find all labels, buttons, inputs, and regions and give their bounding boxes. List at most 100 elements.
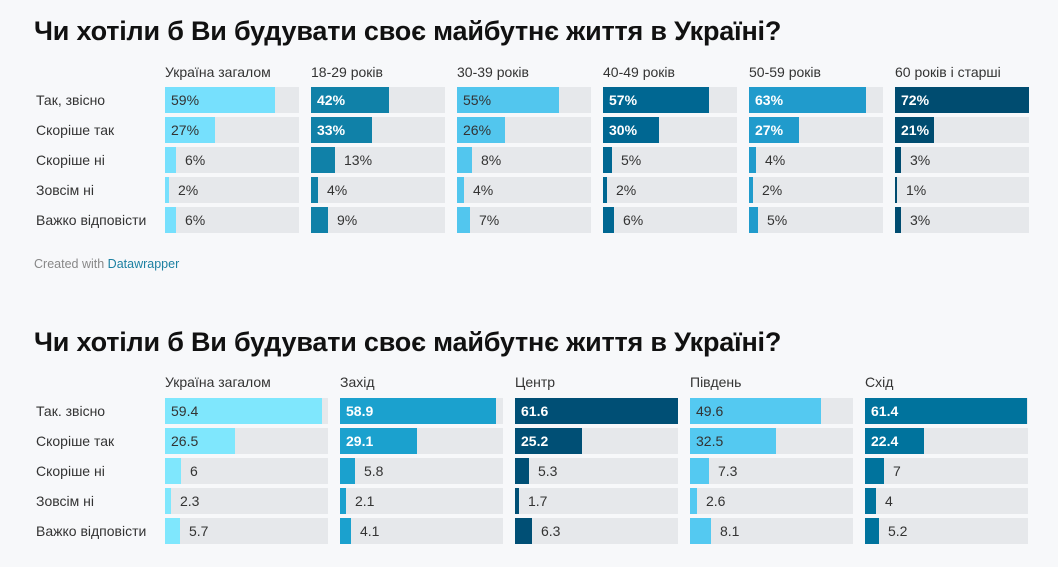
bar-track: 3% [895, 147, 1029, 173]
value-label: 6% [623, 212, 644, 228]
bar [165, 177, 169, 203]
bar-track: 30% [603, 117, 737, 143]
bar-track: 6% [603, 207, 737, 233]
value-label: 49.6 [696, 403, 724, 419]
series-header: 30-39 років [457, 64, 529, 80]
bar [603, 207, 614, 233]
bar-track: 1.7 [515, 488, 678, 514]
row-label: Скоріше так [36, 433, 115, 449]
bar [165, 87, 275, 113]
bar [340, 488, 346, 514]
bar-track: 72% [895, 87, 1029, 113]
value-label: 6 [190, 463, 198, 479]
value-label: 26.5 [171, 433, 199, 449]
value-label: 7.3 [718, 463, 738, 479]
value-label: 27% [755, 122, 784, 138]
bar-track: 61.6 [515, 398, 678, 424]
bar [749, 207, 758, 233]
bar-track: 61.4 [865, 398, 1028, 424]
bar [165, 207, 176, 233]
bar-track: 7.3 [690, 458, 853, 484]
credit-line: Created with Datawrapper [34, 257, 179, 271]
bar-track: 21% [895, 117, 1029, 143]
value-label: 2% [762, 182, 783, 198]
bar [311, 117, 372, 143]
row-label: Зовсім ні [36, 182, 94, 198]
bar [515, 518, 532, 544]
bar [603, 87, 709, 113]
value-label: 13% [344, 152, 373, 168]
value-label: 5.7 [189, 523, 209, 539]
bar [749, 117, 799, 143]
chart-title-region: Чи хотіли б Ви будувати своє майбутнє жи… [34, 327, 782, 357]
bar [165, 488, 171, 514]
value-label: 7 [893, 463, 901, 479]
value-label: 58.9 [346, 403, 374, 419]
bar-track: 6.3 [515, 518, 678, 544]
series-header: Україна загалом [165, 64, 271, 80]
value-label: 5.3 [538, 463, 558, 479]
bar [895, 177, 897, 203]
bar-track: 42% [311, 87, 445, 113]
value-label: 5% [767, 212, 788, 228]
bar [603, 147, 612, 173]
bar [457, 207, 470, 233]
row-label: Скоріше ні [36, 463, 105, 479]
bar [165, 398, 322, 424]
series-header: Південь [690, 374, 742, 390]
row-label: Так, звісно [36, 92, 106, 108]
bar-track: 4% [457, 177, 591, 203]
value-label: 2.3 [180, 493, 200, 509]
bar [311, 147, 335, 173]
bar [690, 458, 709, 484]
value-label: 25.2 [521, 433, 549, 449]
value-label: 2% [616, 182, 637, 198]
bar-track: 29.1 [340, 428, 503, 454]
value-label: 27% [171, 122, 200, 138]
value-label: 42% [317, 92, 346, 108]
value-label: 9% [337, 212, 358, 228]
value-label: 22.4 [871, 433, 899, 449]
bar-track: 7% [457, 207, 591, 233]
bar [515, 398, 678, 424]
value-label: 29.1 [346, 433, 374, 449]
bar [690, 428, 776, 454]
bar [165, 428, 235, 454]
bar [749, 177, 753, 203]
bar [690, 518, 711, 544]
value-label: 61.6 [521, 403, 549, 419]
bar-track: 49.6 [690, 398, 853, 424]
value-label: 30% [609, 122, 638, 138]
bar [165, 117, 215, 143]
value-label: 61.4 [871, 403, 899, 419]
bar-track: 8% [457, 147, 591, 173]
datawrapper-link[interactable]: Datawrapper [107, 257, 180, 271]
value-label: 3% [910, 152, 931, 168]
chart-title-age: Чи хотіли б Ви будувати своє майбутнє жи… [34, 16, 782, 46]
bar [603, 117, 659, 143]
bar-track: 26% [457, 117, 591, 143]
bar-track: 22.4 [865, 428, 1028, 454]
bar-track: 2% [165, 177, 299, 203]
bar-track: 2% [603, 177, 737, 203]
series-header: 60 років і старші [895, 64, 1001, 80]
value-label: 4% [765, 152, 786, 168]
bar [457, 87, 559, 113]
bar [340, 518, 351, 544]
bar-track: 2.1 [340, 488, 503, 514]
bar [340, 428, 417, 454]
bar-track: 25.2 [515, 428, 678, 454]
bar-track: 13% [311, 147, 445, 173]
value-label: 5.2 [888, 523, 908, 539]
bar [895, 147, 901, 173]
bar [895, 87, 1029, 113]
bar [865, 458, 884, 484]
bar-track: 59% [165, 87, 299, 113]
value-label: 59.4 [171, 403, 199, 419]
bar [690, 398, 821, 424]
row-label: Зовсім ні [36, 493, 94, 509]
value-label: 8.1 [720, 523, 740, 539]
value-label: 59% [171, 92, 200, 108]
bar [311, 207, 328, 233]
value-label: 4% [327, 182, 348, 198]
